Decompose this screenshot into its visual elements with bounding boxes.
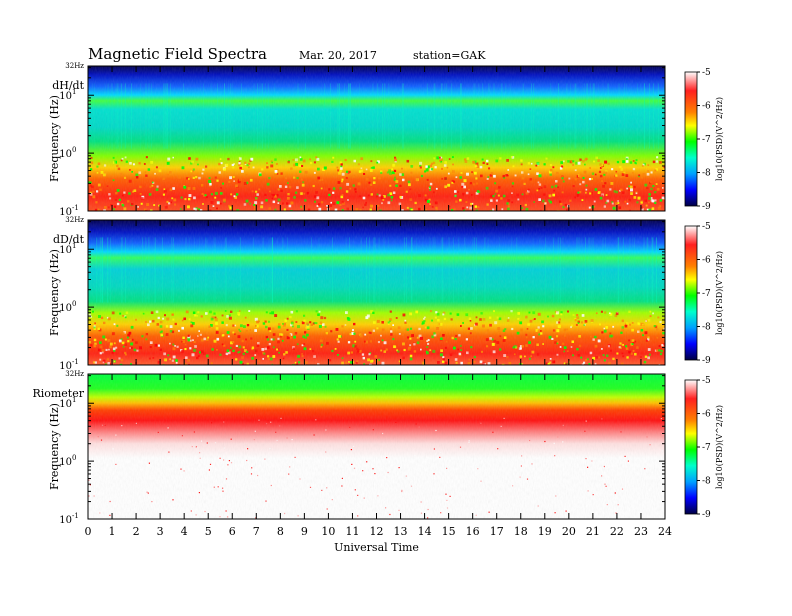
colorbar-tick-label: -5 [702,376,711,386]
y-tick-exponent: 0 [72,454,76,462]
x-tick-label: 15 [442,525,456,538]
colorbar-tick-label: -8 [702,477,711,487]
x-tick-label: 4 [181,525,188,538]
colorbar-tick-label: -5 [702,222,711,232]
y-tick-exponent: -1 [72,358,79,366]
y-tick-label: 10 [59,303,72,314]
x-tick-label: 23 [634,525,648,538]
x-tick-label: 17 [490,525,504,538]
y-tick-exponent: -1 [72,512,79,520]
x-tick-label: 12 [370,525,384,538]
y-tick-label: 10 [59,91,72,102]
colorbar-tick-label: -6 [702,256,711,266]
panel-label: Riometer [32,387,84,400]
colorbar-tick-label: -7 [702,135,711,145]
x-tick-label: 11 [345,525,359,538]
colorbar-tick-label: -5 [702,68,711,78]
colorbar-tick-label: -7 [702,289,711,299]
colorbar-tick-label: -6 [702,410,711,420]
y-axis-label: Frequency (Hz) [48,249,61,336]
colorbar [684,379,698,515]
colorbar-tick-label: -9 [702,510,711,520]
x-tick-label: 8 [277,525,284,538]
colorbar-tick-label: -8 [702,323,711,333]
x-tick-label: 0 [85,525,92,538]
noise-overlay [88,220,665,365]
x-axis-label: Universal Time [334,541,419,554]
colorbar-tick-label: -6 [702,102,711,112]
x-tick-label: 3 [157,525,164,538]
x-tick-label: 2 [133,525,140,538]
y-axis-label: Frequency (Hz) [48,95,61,182]
x-tick-label: 9 [301,525,308,538]
x-tick-label: 5 [205,525,212,538]
colorbar [684,225,698,361]
colorbar-tick-label: -9 [702,356,711,366]
x-tick-label: 19 [538,525,552,538]
x-tick-label: 1 [109,525,116,538]
y-tick-exponent: 1 [72,396,76,404]
x-tick-label: 6 [229,525,236,538]
y-tick-exponent: 1 [72,88,76,96]
y-tick-label: 10 [59,361,72,372]
figure-title: Magnetic Field Spectra [88,45,267,63]
y-tick-exponent: 0 [72,300,76,308]
y-tick-label: 10 [59,149,72,160]
y-axis-label: Frequency (Hz) [48,403,61,490]
x-tick-label: 20 [562,525,576,538]
x-tick-label: 13 [394,525,408,538]
y-tick-label: 10 [59,515,72,526]
colorbar-label: log10(PSD)(V^2/Hz) [715,97,724,181]
x-tick-label: 21 [586,525,600,538]
x-tick-label: 14 [418,525,432,538]
panel-label: dH/dt [52,79,84,92]
top-frequency-label: 32Hz [65,62,84,70]
station-label: station=GAK [413,49,486,62]
top-frequency-label: 32Hz [65,216,84,224]
y-tick-label: 10 [59,457,72,468]
x-tick-label: 7 [253,525,260,538]
colorbar-tick-label: -7 [702,443,711,453]
y-tick-exponent: 0 [72,146,76,154]
x-tick-label: 16 [466,525,480,538]
x-tick-label: 10 [321,525,335,538]
panel-label: dD/dt [53,233,85,246]
x-tick-label: 22 [610,525,624,538]
noise-overlay [88,66,665,211]
colorbar-tick-label: -9 [702,202,711,212]
x-tick-label: 24 [658,525,672,538]
y-tick-label: 10 [59,399,72,410]
colorbar [684,71,698,207]
y-tick-exponent: -1 [72,204,79,212]
colorbar-tick-label: -8 [702,169,711,179]
top-frequency-label: 32Hz [65,370,84,378]
noise-overlay [88,374,665,519]
date-label: Mar. 20, 2017 [299,49,377,62]
colorbar-label: log10(PSD)(V^2/Hz) [715,251,724,335]
y-tick-label: 10 [59,207,72,218]
y-tick-exponent: 1 [72,242,76,250]
colorbar-label: log10(PSD)(V^2/Hz) [715,405,724,489]
x-tick-label: 18 [514,525,528,538]
y-tick-label: 10 [59,245,72,256]
